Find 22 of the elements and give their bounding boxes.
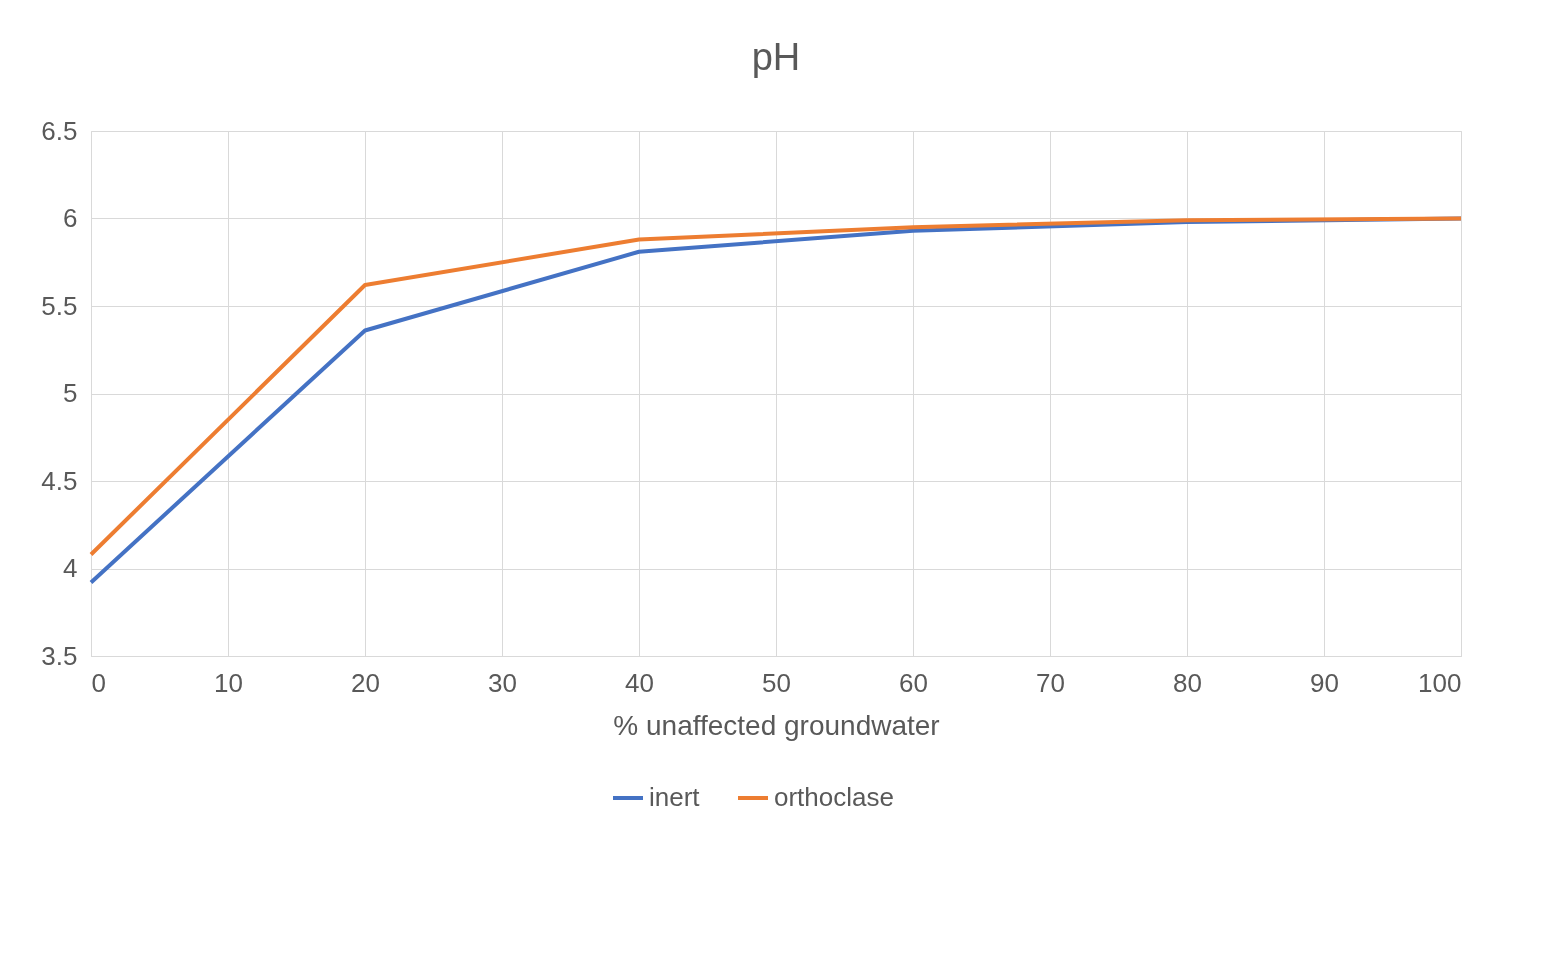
chart-title: pH [751,36,801,78]
x-tick-label: 10 [214,667,243,698]
x-tick-label: 20 [351,667,380,698]
x-tick-label: 50 [762,667,791,698]
x-tick-label: 80 [1173,667,1202,698]
x-tick-label: 0 [91,667,106,698]
x-tick-label: 100 [1418,667,1462,698]
x-tick-label: 70 [1036,667,1065,698]
y-tick-label: 5.5 [41,290,78,321]
x-axis-title: % unaffected groundwater [613,709,940,741]
y-tick-label: 4 [63,553,78,583]
x-tick-label: 90 [1310,667,1339,698]
legend-label: orthoclase [774,782,894,812]
y-tick-label: 3.5 [41,640,78,671]
y-tick-label: 4.5 [41,465,78,496]
x-tick-label: 30 [488,667,517,698]
x-tick-label: 40 [625,667,654,698]
y-tick-label: 5 [63,378,78,408]
x-tick-label: 60 [899,667,928,698]
y-tick-label: 6.5 [41,115,78,146]
y-tick-label: 6 [63,203,78,233]
legend-label: inert [649,782,701,812]
